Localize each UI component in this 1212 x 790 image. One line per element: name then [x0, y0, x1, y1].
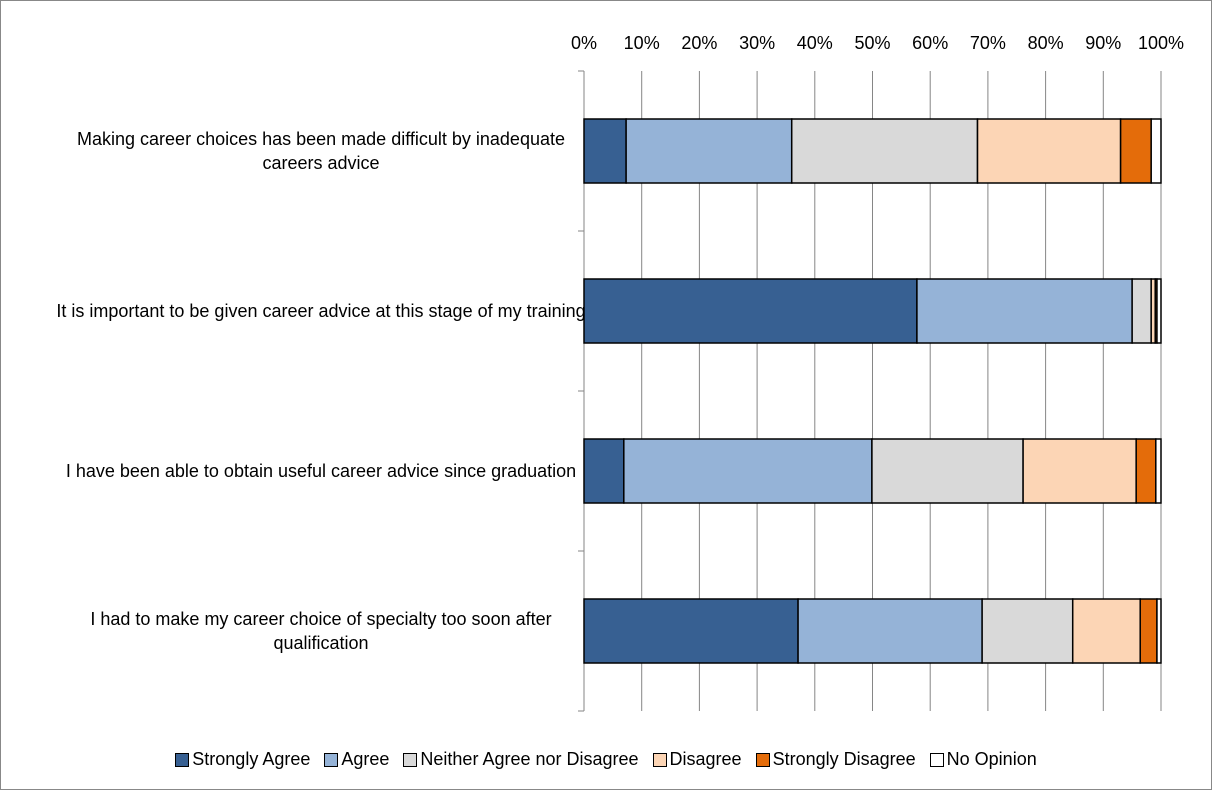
legend-item: No Opinion — [929, 749, 1037, 770]
x-tick-label: 30% — [739, 33, 775, 53]
legend-label: Strongly Disagree — [772, 749, 916, 769]
legend-swatch — [652, 752, 667, 767]
category-label: Making career choices has been made diff… — [77, 129, 565, 173]
x-tick-label: 60% — [912, 33, 948, 53]
bar-segment — [1131, 278, 1152, 344]
bar-segment — [790, 118, 979, 184]
legend-label: Agree — [341, 749, 390, 769]
legend-swatch — [403, 752, 418, 767]
legend-swatch — [755, 752, 770, 767]
legend-label: Strongly Agree — [192, 749, 311, 769]
bar-segment — [1119, 118, 1152, 184]
bar-segment — [981, 598, 1074, 664]
x-tick-label: 70% — [970, 33, 1006, 53]
legend-item: Disagree — [652, 749, 742, 770]
legend-swatch — [929, 752, 944, 767]
bar-segment — [583, 438, 625, 504]
bar-segment — [583, 598, 799, 664]
legend-swatch — [175, 752, 190, 767]
bar-segment — [916, 278, 1133, 344]
x-tick-label: 0% — [571, 33, 597, 53]
bar-segment — [583, 118, 627, 184]
bar-segment — [1156, 598, 1162, 664]
legend-item: Neither Agree nor Disagree — [403, 749, 639, 770]
legend-item: Strongly Agree — [175, 749, 310, 770]
bar-segment — [1150, 118, 1162, 184]
legend-item: Strongly Disagree — [755, 749, 916, 770]
category-label: I had to make my career choice of specia… — [90, 609, 552, 653]
x-tick-label: 20% — [681, 33, 717, 53]
bar-segment — [1156, 278, 1162, 344]
x-tick-label: 100% — [1138, 33, 1184, 53]
legend-swatch — [324, 752, 339, 767]
bar-segment — [1139, 598, 1158, 664]
bar-segment — [1155, 438, 1162, 504]
bar-segment — [976, 118, 1122, 184]
legend-label: Neither Agree nor Disagree — [420, 749, 639, 769]
bar-segment — [1022, 438, 1137, 504]
x-tick-label: 90% — [1085, 33, 1121, 53]
category-label: It is important to be given career advic… — [56, 301, 586, 321]
bar-segment — [1071, 598, 1141, 664]
bar-segment — [623, 438, 873, 504]
x-tick-label: 50% — [854, 33, 890, 53]
bar-segment — [625, 118, 793, 184]
bar-segment — [797, 598, 983, 664]
bar-segment — [1135, 438, 1157, 504]
x-tick-label: 10% — [624, 33, 660, 53]
legend-item: Agree — [324, 749, 389, 770]
category-label: I have been able to obtain useful career… — [65, 461, 577, 481]
bar-segment — [583, 278, 918, 344]
bar-segment — [871, 438, 1024, 504]
x-tick-label: 80% — [1028, 33, 1064, 53]
x-tick-label: 40% — [797, 33, 833, 53]
legend: Strongly Agree Agree Neither Agree nor Dis… — [1, 749, 1211, 770]
legend-label: No Opinion — [946, 749, 1037, 769]
legend-label: Disagree — [669, 749, 742, 769]
